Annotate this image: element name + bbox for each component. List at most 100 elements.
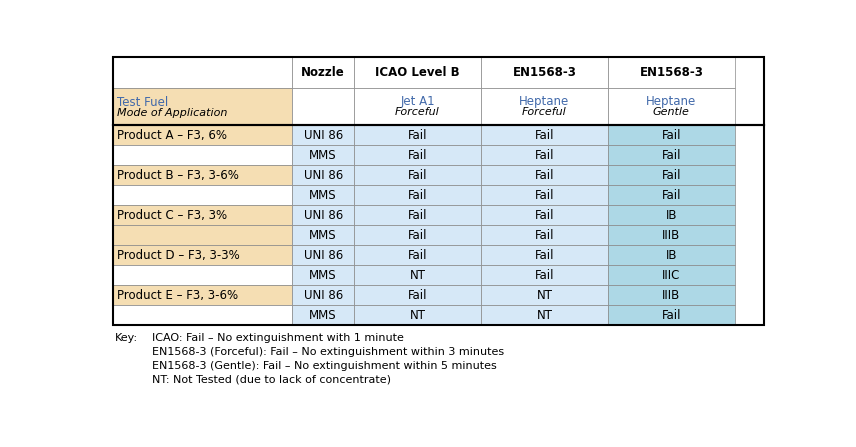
Bar: [608, 225, 735, 245]
Text: MMS: MMS: [309, 269, 337, 282]
Bar: [354, 165, 481, 186]
Bar: [354, 89, 481, 125]
Text: Fail: Fail: [662, 189, 681, 202]
Bar: [481, 165, 608, 186]
Text: Fail: Fail: [407, 149, 427, 162]
Bar: [292, 225, 354, 245]
Text: Fail: Fail: [407, 289, 427, 302]
Text: Fail: Fail: [535, 149, 554, 162]
Bar: [608, 266, 735, 286]
Bar: [292, 286, 354, 305]
Bar: [481, 89, 608, 125]
Text: UNI 86: UNI 86: [304, 209, 342, 222]
Text: Fail: Fail: [662, 309, 681, 322]
Text: Fail: Fail: [407, 229, 427, 242]
Text: Fail: Fail: [535, 189, 554, 202]
Text: MMS: MMS: [309, 189, 337, 202]
Bar: [481, 58, 608, 89]
Text: Mode of Application: Mode of Application: [117, 108, 228, 118]
Text: Nozzle: Nozzle: [301, 67, 345, 80]
Text: ICAO Level B: ICAO Level B: [375, 67, 460, 80]
Text: UNI 86: UNI 86: [304, 289, 342, 302]
Bar: [292, 145, 354, 165]
Text: Fail: Fail: [407, 169, 427, 182]
Text: Product B – F3, 3-6%: Product B – F3, 3-6%: [117, 169, 239, 182]
Bar: [113, 145, 292, 165]
Text: UNI 86: UNI 86: [304, 169, 342, 182]
Bar: [354, 145, 481, 165]
Text: Jet A1: Jet A1: [401, 95, 435, 108]
Bar: [113, 305, 292, 325]
Bar: [608, 58, 735, 89]
Bar: [113, 58, 764, 325]
Bar: [481, 145, 608, 165]
Bar: [608, 89, 735, 125]
Text: Product A – F3, 6%: Product A – F3, 6%: [117, 129, 227, 142]
Bar: [113, 58, 292, 89]
Bar: [354, 125, 481, 145]
Text: Heptane: Heptane: [646, 95, 697, 108]
Text: Fail: Fail: [535, 229, 554, 242]
Bar: [292, 165, 354, 186]
Text: IB: IB: [666, 209, 677, 222]
Text: Forceful: Forceful: [522, 107, 567, 117]
Text: EN1568-3: EN1568-3: [513, 67, 576, 80]
Text: Test Fuel: Test Fuel: [117, 96, 169, 109]
Text: EN1568-3 (Forceful): Fail – No extinguishment within 3 minutes: EN1568-3 (Forceful): Fail – No extinguis…: [152, 347, 504, 357]
Text: Gentle: Gentle: [653, 107, 690, 117]
Text: Fail: Fail: [535, 209, 554, 222]
Text: MMS: MMS: [309, 309, 337, 322]
Bar: [481, 186, 608, 205]
Bar: [608, 145, 735, 165]
Text: Fail: Fail: [535, 249, 554, 262]
Bar: [113, 89, 292, 125]
Text: IIIC: IIIC: [663, 269, 681, 282]
Text: Fail: Fail: [662, 149, 681, 162]
Bar: [481, 205, 608, 225]
Text: Fail: Fail: [407, 129, 427, 142]
Text: MMS: MMS: [309, 149, 337, 162]
Bar: [481, 245, 608, 266]
Bar: [292, 266, 354, 286]
Text: IIIB: IIIB: [663, 289, 681, 302]
Text: IIIB: IIIB: [663, 229, 681, 242]
Bar: [354, 305, 481, 325]
Bar: [113, 225, 292, 245]
Bar: [292, 186, 354, 205]
Text: UNI 86: UNI 86: [304, 249, 342, 262]
Text: Fail: Fail: [662, 169, 681, 182]
Text: NT: NT: [409, 309, 425, 322]
Text: Heptane: Heptane: [520, 95, 569, 108]
Bar: [354, 186, 481, 205]
Bar: [292, 58, 354, 89]
Bar: [608, 165, 735, 186]
Text: MMS: MMS: [309, 229, 337, 242]
Bar: [481, 266, 608, 286]
Text: IB: IB: [666, 249, 677, 262]
Bar: [113, 266, 292, 286]
Text: NT: Not Tested (due to lack of concentrate): NT: Not Tested (due to lack of concentra…: [152, 375, 391, 385]
Text: Fail: Fail: [407, 209, 427, 222]
Bar: [354, 286, 481, 305]
Text: Key:: Key:: [115, 333, 138, 343]
Bar: [608, 286, 735, 305]
Bar: [113, 186, 292, 205]
Bar: [608, 205, 735, 225]
Bar: [481, 286, 608, 305]
Bar: [113, 165, 292, 186]
Bar: [292, 305, 354, 325]
Text: Product C – F3, 3%: Product C – F3, 3%: [117, 209, 227, 222]
Bar: [481, 125, 608, 145]
Text: NT: NT: [409, 269, 425, 282]
Bar: [113, 125, 292, 145]
Bar: [608, 305, 735, 325]
Text: Fail: Fail: [535, 129, 554, 142]
Text: NT: NT: [537, 289, 552, 302]
Bar: [608, 186, 735, 205]
Bar: [354, 58, 481, 89]
Bar: [292, 205, 354, 225]
Text: Fail: Fail: [535, 269, 554, 282]
Bar: [354, 225, 481, 245]
Bar: [481, 305, 608, 325]
Text: Fail: Fail: [662, 129, 681, 142]
